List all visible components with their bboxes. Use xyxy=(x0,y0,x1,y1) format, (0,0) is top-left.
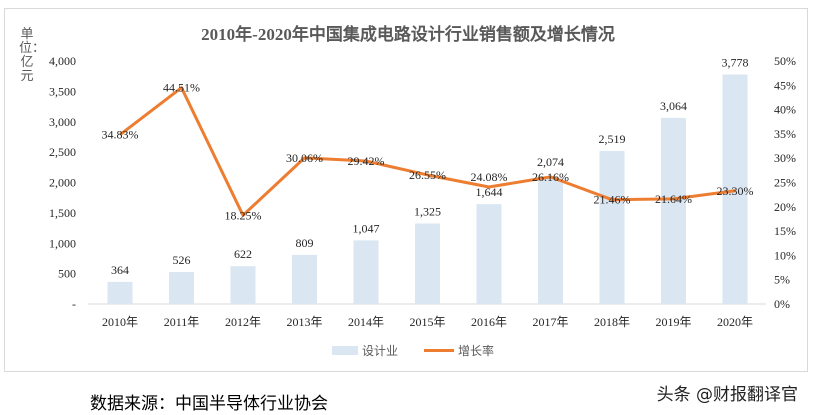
x-tick-label: 2014年 xyxy=(348,315,384,329)
growth-line xyxy=(119,86,736,217)
chart-title: 2010年-2020年中国集成电路设计行业销售额及增长情况 xyxy=(201,25,615,44)
y-tick-label: 1,500 xyxy=(49,206,76,220)
bar-value-label: 526 xyxy=(173,253,191,267)
bar-value-label: 1,325 xyxy=(414,205,441,219)
line-value-label: 21.64% xyxy=(655,192,692,206)
bar xyxy=(107,281,133,304)
line-value-label: 44.51% xyxy=(163,81,200,95)
x-tick-label: 2018年 xyxy=(594,315,630,329)
y2-tick-label: 5% xyxy=(774,273,790,287)
x-tick-label: 2010年 xyxy=(102,315,138,329)
y-tick-label: 2,000 xyxy=(49,176,76,190)
y2-tick-label: 25% xyxy=(774,176,796,190)
bar xyxy=(538,178,563,304)
line-value-label: 30.06% xyxy=(286,151,323,165)
bar xyxy=(415,223,440,304)
legend: 设计业 增长率 xyxy=(332,342,494,359)
bar-value-label: 3,778 xyxy=(722,55,749,69)
line-value-label: 18.25% xyxy=(225,208,262,222)
watermark: 头条 @财报翻译官 xyxy=(656,385,798,405)
x-tick-label: 2017年 xyxy=(532,315,568,329)
y2-tick-label: 0% xyxy=(774,297,790,311)
line-value-label: 26.16% xyxy=(532,170,569,184)
y2-tick-label: 10% xyxy=(774,248,796,262)
line-value-label: 34.83% xyxy=(102,128,139,142)
line-value-label: 29.42% xyxy=(348,154,385,168)
bar xyxy=(722,74,748,304)
x-tick-label: 2020年 xyxy=(717,315,753,329)
y-tick-label: 4,000 xyxy=(49,54,76,68)
bar xyxy=(476,204,502,304)
y2-tick-label: 30% xyxy=(774,151,796,165)
y-tick-label: - xyxy=(72,297,76,311)
bar-value-label: 1,644 xyxy=(476,185,503,199)
line-value-label: 26.55% xyxy=(409,168,446,182)
line-value-label: 24.08% xyxy=(471,170,508,184)
bar-value-label: 2,074 xyxy=(537,155,564,169)
bar xyxy=(169,272,194,304)
bar-value-label: 364 xyxy=(111,263,129,277)
x-tick-label: 2013年 xyxy=(286,315,322,329)
x-tick-label: 2012年 xyxy=(225,315,261,329)
y-tick-label: 3,500 xyxy=(49,84,76,98)
y-tick-label: 2,500 xyxy=(49,145,76,159)
bar xyxy=(230,266,256,304)
bar-value-label: 2,519 xyxy=(599,132,626,146)
x-tick-label: 2011年 xyxy=(164,315,200,329)
bar-value-label: 809 xyxy=(296,236,314,250)
bar-value-label: 3,064 xyxy=(660,99,687,113)
bar xyxy=(599,150,625,304)
y-tick-label: 1,000 xyxy=(49,236,76,250)
bar-value-label: 622 xyxy=(234,247,252,261)
y-tick-label: 3,000 xyxy=(49,115,76,129)
y-tick-label: 500 xyxy=(58,267,76,281)
y2-tick-label: 45% xyxy=(774,78,796,92)
legend-bar-swatch xyxy=(332,346,358,355)
bar xyxy=(353,240,379,304)
y2-tick-label: 15% xyxy=(774,224,796,238)
bar-value-label: 1,047 xyxy=(353,221,380,235)
y2-tick-label: 20% xyxy=(774,200,796,214)
bar xyxy=(292,254,317,304)
legend-line-swatch xyxy=(424,349,455,352)
x-tick-label: 2019年 xyxy=(655,315,691,329)
x-tick-label: 2016年 xyxy=(471,315,507,329)
bar xyxy=(661,117,686,304)
x-tick-label: 2015年 xyxy=(409,315,445,329)
legend-line-label: 增长率 xyxy=(458,344,495,358)
y2-tick-label: 35% xyxy=(774,127,796,141)
line-value-label: 23.30% xyxy=(717,184,754,198)
data-source: 数据来源：中国半导体行业协会 xyxy=(90,394,328,413)
y2-tick-label: 40% xyxy=(774,103,796,117)
y2-tick-label: 50% xyxy=(774,54,796,68)
line-value-label: 21.46% xyxy=(594,193,631,207)
legend-bar-label: 设计业 xyxy=(362,344,399,358)
